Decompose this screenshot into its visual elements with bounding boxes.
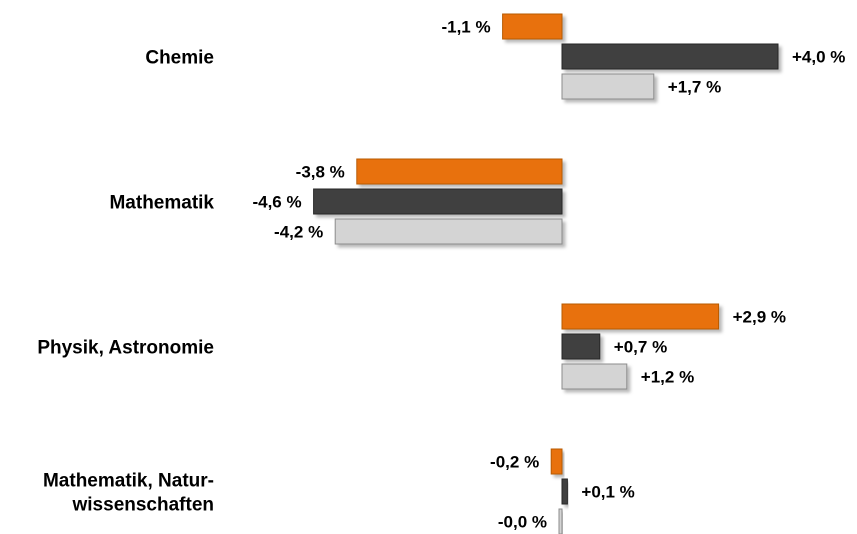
labels-group: Chemie -1,1 % +4,0 % +1,7 % Mathematik -3,8 %…	[37, 18, 845, 532]
bar	[313, 188, 563, 215]
data-label: +1,2 %	[641, 368, 694, 387]
data-label: -0,2 %	[490, 453, 539, 472]
data-label: +0,1 %	[581, 483, 634, 502]
category-label: Chemie	[145, 48, 214, 69]
category-label: Mathematik	[109, 193, 214, 214]
bar	[550, 448, 563, 475]
data-label: -4,6 %	[252, 193, 301, 212]
data-label: -3,8 %	[296, 163, 345, 182]
bar	[558, 508, 563, 534]
bar	[561, 43, 779, 70]
data-label: +4,0 %	[792, 48, 845, 67]
bars-group	[313, 13, 779, 534]
data-label: +1,7 %	[668, 78, 721, 97]
bar	[356, 158, 563, 185]
bar	[502, 13, 563, 40]
data-label: -4,2 %	[274, 223, 323, 242]
data-label: -1,1 %	[441, 18, 490, 37]
category-label: Mathematik, Natur-wissenschaften	[43, 471, 214, 516]
data-label: +0,7 %	[614, 338, 667, 357]
bar	[561, 363, 628, 390]
bar	[561, 73, 655, 100]
data-label: -0,0 %	[498, 513, 547, 532]
bar	[334, 218, 563, 245]
bar	[561, 333, 601, 360]
data-label: +2,9 %	[733, 308, 786, 327]
bar	[561, 478, 568, 505]
category-label: Physik, Astronomie	[37, 338, 214, 359]
bar	[561, 303, 720, 330]
